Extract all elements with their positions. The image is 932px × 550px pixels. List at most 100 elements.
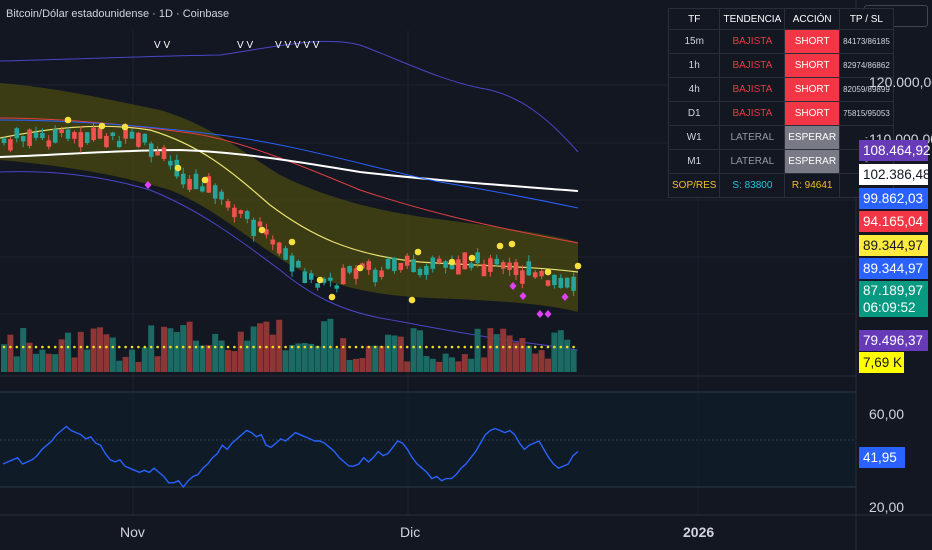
volume-bar: [449, 357, 455, 372]
volume-bar: [122, 356, 129, 372]
candle-body: [347, 266, 352, 273]
candle-body: [372, 269, 378, 283]
volume-bar: [570, 349, 577, 372]
yellow-signal-circles: [64, 116, 582, 304]
candle-body: [1, 138, 7, 143]
volume-bar: [391, 335, 398, 372]
sop-res-label: SOP/RES: [667, 173, 721, 198]
volume-bar: [436, 361, 443, 372]
price-badge: 99.862,03: [859, 188, 928, 209]
action-cell: SHORT: [784, 77, 841, 102]
trend-cell: BAJISTA: [719, 77, 786, 102]
signal-dot: [53, 345, 57, 349]
candle-body: [123, 128, 128, 139]
tf-cell: 15m: [667, 29, 721, 54]
signal-dot: [450, 345, 454, 349]
volume-bar: [109, 337, 116, 372]
candle-body: [14, 128, 20, 139]
yellow-signal-circle: [544, 268, 552, 276]
volume-bar: [551, 332, 558, 372]
last-price-badge: 87.189,97 06:09:52: [859, 281, 928, 317]
trend-cell: BAJISTA: [719, 53, 786, 78]
candle-body: [206, 176, 212, 193]
candle-body: [155, 151, 160, 156]
candle-body: [84, 132, 90, 143]
volume-bar: [289, 345, 295, 372]
signal-dot: [297, 345, 300, 349]
signal-dot: [431, 345, 435, 349]
trend-cell: LATERAL: [719, 125, 786, 150]
candle-body: [91, 127, 96, 141]
candle-body: [276, 242, 282, 254]
volume-bar: [13, 356, 20, 372]
signal-dot: [559, 345, 563, 349]
candle-body: [232, 207, 237, 218]
rsi-tick: 60,00: [869, 406, 905, 422]
signal-dot: [271, 345, 275, 349]
candle-body: [443, 261, 448, 268]
trend-cell: BAJISTA: [719, 29, 786, 54]
signal-dot: [565, 345, 569, 349]
volume-bar: [1, 344, 7, 372]
candle-body: [545, 280, 551, 286]
volume-bar: [39, 349, 46, 372]
volume-bar: [250, 326, 257, 372]
price-badge: 89.344,97: [859, 235, 928, 256]
upper-purple-line: [0, 40, 579, 153]
volume-bar: [359, 358, 366, 372]
volume-bar: [231, 351, 238, 372]
signal-dot: [66, 345, 70, 349]
candle-body: [148, 143, 154, 157]
volume-bar: [244, 340, 251, 372]
volume-bar: [84, 349, 91, 372]
volume-bar: [282, 350, 289, 372]
volume-bar: [538, 350, 545, 372]
volume-bar: [199, 345, 206, 372]
candle-body: [20, 135, 26, 142]
volume-bar: [327, 318, 334, 372]
signal-dot: [316, 345, 319, 349]
volume-bar: [385, 334, 391, 372]
candle-body: [302, 271, 308, 284]
symbol-title[interactable]: Bitcoin/Dólar estadounidense · 1D · Coin…: [6, 8, 230, 20]
candle-body: [264, 229, 269, 235]
volume-bar: [314, 345, 321, 372]
volume-bar: [532, 353, 539, 372]
signal-dot: [2, 345, 6, 349]
candle-body: [180, 173, 186, 185]
header-action: ACCIÓN: [784, 8, 841, 30]
volume-bar: [193, 340, 199, 372]
volume-bar: [141, 347, 148, 372]
signal-dot: [156, 345, 159, 349]
candle-body: [161, 147, 167, 159]
magenta-signal-diamond: [544, 310, 552, 318]
volume-bar: [308, 343, 315, 372]
candle-body: [558, 277, 564, 288]
candle-body: [129, 131, 135, 139]
price-badge: 79.496,37: [859, 330, 928, 351]
signal-dot: [361, 345, 364, 349]
signal-dot: [124, 345, 127, 349]
tpsl-cell: 84173/86185: [839, 29, 894, 54]
candle-body: [8, 139, 13, 151]
signal-dot: [137, 345, 140, 349]
volume-badge: 7,69 K: [859, 352, 904, 373]
signal-dot: [201, 345, 204, 349]
candle-body: [500, 262, 506, 269]
yellow-signal-circle: [258, 226, 266, 234]
volume-bar: [103, 334, 110, 372]
candle-body: [398, 262, 404, 270]
volume-bar: [506, 335, 513, 372]
signal-dot: [348, 345, 351, 349]
candle-body: [468, 263, 474, 268]
candle-body: [520, 270, 525, 284]
candle-body: [33, 132, 39, 138]
signal-dot: [117, 345, 121, 349]
volume-bar: [545, 358, 551, 372]
yellow-signal-circle: [574, 262, 582, 270]
candle-body: [257, 221, 263, 227]
yellow-signal-circle: [174, 164, 182, 172]
signal-dot: [28, 345, 31, 349]
rsi-value-badge: 41,95: [859, 447, 905, 468]
